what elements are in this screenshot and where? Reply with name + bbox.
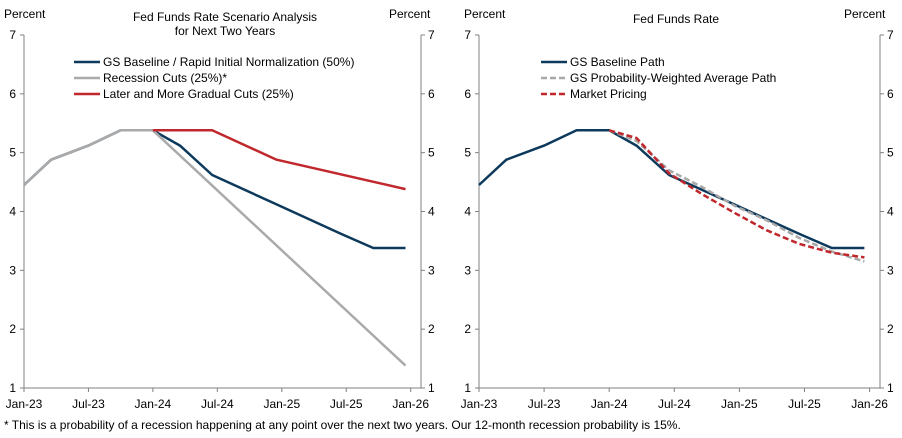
y-axis-unit-left: Percent: [4, 7, 46, 21]
x-tick-label: Jul-23: [528, 397, 561, 411]
y-tick-label-right: 2: [887, 322, 894, 336]
y-tick-label-right: 1: [428, 381, 435, 395]
y-tick-label-left: 7: [9, 28, 16, 42]
y-tick-label-right: 3: [887, 263, 894, 277]
y-tick-label-left: 2: [464, 322, 471, 336]
chart-panel-1: Percent Percent Fed Funds Rate Scenario An…: [4, 7, 435, 411]
x-tick-label: Jan-26: [851, 397, 888, 411]
x-tick-label: Jul-24: [658, 397, 691, 411]
x-tick-label: Jul-24: [201, 397, 234, 411]
y-tick-label-right: 1: [887, 381, 894, 395]
series-line-3: [608, 129, 865, 259]
y-tick-label-left: 6: [464, 87, 471, 101]
x-tick-label: Jul-25: [330, 397, 363, 411]
chart-title-line-1: Fed Funds Rate: [633, 12, 719, 26]
legend-label-3: Market Pricing: [570, 87, 647, 101]
series-line-2: [608, 129, 865, 263]
y-tick-label-left: 3: [464, 263, 471, 277]
legend-label-2: GS Probability-Weighted Average Path: [570, 71, 776, 85]
y-tick-label-right: 6: [428, 87, 435, 101]
x-tick-label: Jan-23: [461, 397, 498, 411]
x-tick-label: Jan-25: [721, 397, 758, 411]
y-tick-label-right: 3: [428, 263, 435, 277]
series-line-3: [152, 129, 406, 191]
x-tick-label: Jan-26: [392, 397, 429, 411]
legend-label-2: Recession Cuts (25%)*: [103, 71, 227, 85]
y-tick-label-left: 5: [9, 146, 16, 160]
x-tick-label: Jan-24: [135, 397, 172, 411]
x-tick-label: Jul-23: [72, 397, 105, 411]
y-tick-label-right: 7: [428, 28, 435, 42]
x-tick-label: Jan-23: [6, 397, 43, 411]
y-tick-label-left: 1: [9, 381, 16, 395]
y-tick-label-left: 4: [9, 205, 16, 219]
chart-title-line-1: Fed Funds Rate Scenario Analysis: [133, 10, 317, 24]
y-tick-label-right: 2: [428, 322, 435, 336]
legend-label-3: Later and More Gradual Cuts (25%): [103, 87, 294, 101]
y-axis-unit-left: Percent: [464, 7, 506, 21]
y-axis-unit-right: Percent: [389, 7, 431, 21]
y-tick-label-left: 5: [464, 146, 471, 160]
y-tick-label-right: 5: [887, 146, 894, 160]
series-line-2: [23, 129, 407, 367]
series-line-1: [478, 129, 865, 250]
y-tick-label-left: 6: [9, 87, 16, 101]
x-tick-label: Jan-25: [263, 397, 300, 411]
y-tick-label-right: 4: [428, 205, 435, 219]
chart-panel-2: Percent Percent Fed Funds Rate 1 1 2 2 3 3 4 4 5 5 6 6…: [461, 7, 894, 411]
y-tick-label-right: 6: [887, 87, 894, 101]
y-tick-label-left: 2: [9, 322, 16, 336]
x-tick-label: Jan-24: [591, 397, 628, 411]
y-tick-label-left: 7: [464, 28, 471, 42]
y-tick-label-right: 4: [887, 205, 894, 219]
y-tick-label-right: 5: [428, 146, 435, 160]
legend-label-1: GS Baseline / Rapid Initial Normalizatio…: [103, 55, 354, 69]
y-tick-label-right: 7: [887, 28, 894, 42]
legend-label-1: GS Baseline Path: [570, 55, 665, 69]
footnote: * This is a probability of a recession h…: [4, 418, 681, 432]
y-tick-label-left: 4: [464, 205, 471, 219]
y-tick-label-left: 1: [464, 381, 471, 395]
y-axis-unit-right: Percent: [844, 7, 886, 21]
chart-title-line-2: for Next Two Years: [175, 24, 276, 38]
y-tick-label-left: 3: [9, 263, 16, 277]
x-tick-label: Jul-25: [788, 397, 821, 411]
